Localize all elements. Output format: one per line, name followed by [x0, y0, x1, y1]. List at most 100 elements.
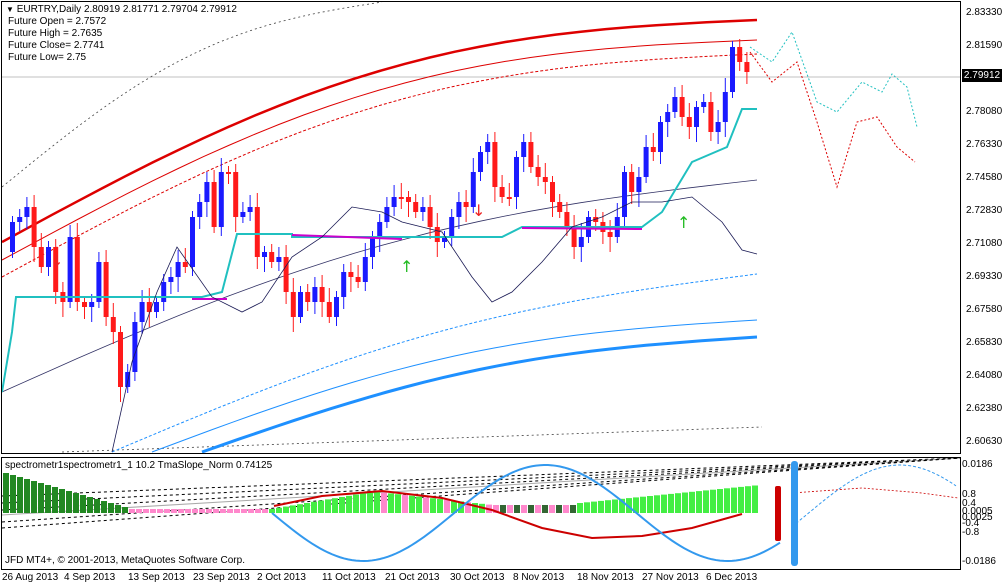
histogram-bar — [59, 489, 65, 513]
histogram-bar — [437, 499, 443, 513]
candle-body — [492, 142, 498, 187]
price-chart-pane[interactable]: ↑ ↑ ↓ ↓ ▼ EURTRY,Daily 2.80919 2.81771 2.79… — [1, 1, 961, 454]
level-line — [2, 458, 960, 529]
histogram-bar — [675, 493, 681, 513]
projection-signal — [791, 487, 959, 499]
histogram-bar — [577, 503, 583, 513]
histogram-bar — [206, 509, 212, 513]
candle-body — [103, 262, 109, 317]
candle-body — [679, 97, 685, 117]
candle-body — [31, 207, 37, 247]
price-tick-label: 2.65830 — [966, 337, 1003, 348]
histogram-bar — [38, 483, 44, 513]
histogram-bar — [717, 489, 723, 513]
candle-body — [377, 222, 383, 237]
histogram-bar — [346, 495, 352, 513]
candle-body — [139, 302, 145, 322]
candle-body — [528, 142, 534, 167]
candle-body — [427, 207, 433, 227]
candle-body — [182, 262, 188, 267]
date-tick-label: 23 Sep 2013 — [193, 572, 250, 583]
candle-body — [305, 292, 311, 302]
lower-channel-line — [201, 335, 758, 453]
candle-body — [643, 147, 649, 177]
histogram-bar — [73, 493, 79, 513]
price-tick-label: 2.71080 — [966, 238, 1003, 249]
histogram-bar — [94, 499, 100, 513]
up-arrow-icon: ↑ — [677, 213, 690, 232]
upper-channel-dashed-line — [2, 53, 758, 278]
histogram-bar — [654, 495, 660, 513]
candle-body — [298, 292, 303, 317]
histogram-bar — [430, 498, 436, 513]
price-tick-label: 2.62380 — [966, 403, 1003, 414]
candle-body — [233, 172, 239, 217]
date-tick-label: 6 Dec 2013 — [706, 572, 758, 583]
indicator-pane[interactable]: spectrometr1spectrometr1_1 10.2 TmaSlope… — [1, 457, 961, 570]
histogram-bar — [731, 487, 737, 513]
histogram-bar — [500, 505, 506, 513]
candle-body — [46, 247, 51, 267]
projection-wave — [791, 464, 957, 527]
upper-envelope-line — [2, 2, 383, 188]
candle-body — [204, 182, 210, 202]
histogram-bar — [248, 509, 254, 513]
histogram-bar — [451, 500, 457, 513]
histogram-bar — [101, 501, 107, 513]
candle-body — [348, 272, 354, 277]
candle-body — [240, 212, 246, 217]
candle-body — [10, 222, 15, 252]
price-tick-label: 2.76330 — [966, 139, 1003, 150]
histogram-bar — [31, 481, 37, 513]
histogram-bar — [465, 502, 471, 513]
histogram-bar — [374, 491, 380, 513]
histogram-bar — [283, 506, 289, 513]
candle-body — [672, 97, 678, 112]
candle-body — [578, 237, 584, 247]
level-line — [2, 458, 960, 511]
histogram-bar — [213, 509, 219, 513]
candle-body — [190, 217, 195, 267]
histogram-bar — [255, 509, 261, 513]
candle-body — [456, 202, 462, 217]
candle-body — [449, 217, 455, 237]
histogram-bar — [143, 509, 149, 513]
projection-red — [749, 51, 916, 189]
histogram-bar — [122, 507, 128, 513]
histogram-bar — [605, 500, 611, 513]
histogram-bar — [360, 493, 366, 513]
histogram-bar — [276, 507, 282, 513]
histogram-bar — [311, 501, 317, 513]
candle-body — [406, 197, 411, 202]
price-tick-label: 2.83330 — [966, 7, 1003, 18]
chevron-down-icon[interactable]: ▼ — [6, 5, 14, 14]
indicator-canvas[interactable] — [2, 458, 960, 569]
histogram-bar — [17, 477, 23, 513]
lower-channel-inner-line — [151, 319, 758, 453]
histogram-bar — [164, 509, 170, 513]
candle-body — [550, 182, 555, 202]
copyright-text: JFD MT4+, © 2001-2013, MetaQuotes Softwa… — [5, 555, 245, 566]
price-tick-label: 2.81590 — [966, 40, 1003, 51]
histogram-bar — [724, 488, 730, 513]
future-high-text: Future High = 2.7635 — [8, 28, 103, 39]
magenta-segment-3 — [521, 227, 643, 230]
red-marker-bar — [775, 486, 781, 541]
histogram-bar — [584, 502, 590, 513]
candle-body — [722, 92, 728, 122]
candle-body — [319, 287, 325, 302]
candle-body — [175, 262, 181, 277]
level-line — [2, 458, 960, 516]
candle-body — [17, 217, 23, 222]
price-chart-canvas[interactable]: ↑ ↑ ↓ ↓ — [2, 2, 960, 453]
candle-body — [701, 102, 707, 107]
candle-body — [485, 142, 491, 152]
candle-body — [355, 277, 361, 282]
histogram-bar — [325, 499, 331, 513]
candle-body — [290, 292, 296, 317]
indicator-tick-label: 0.8 — [962, 489, 976, 500]
candle-body — [629, 172, 635, 192]
histogram-bar — [444, 499, 450, 513]
candle-body — [744, 62, 750, 72]
